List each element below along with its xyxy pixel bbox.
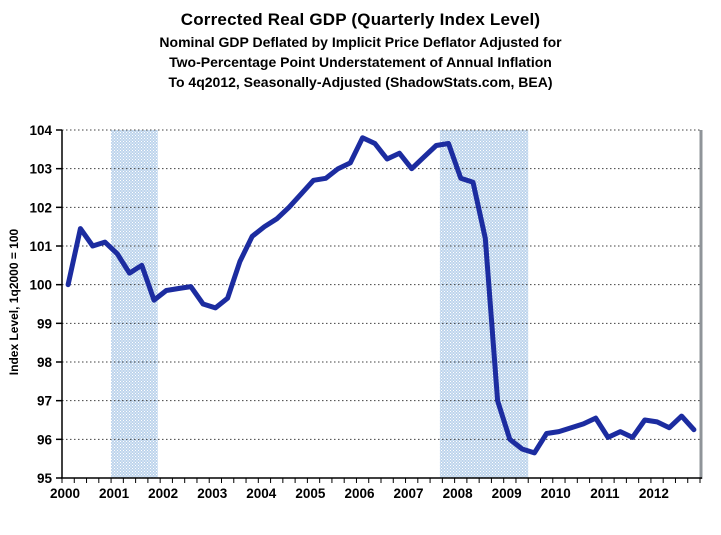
- recession-band: [111, 130, 158, 478]
- x-tick-label: 2001: [99, 486, 130, 501]
- x-tick-label: 2012: [639, 486, 669, 501]
- y-tick-label: 98: [37, 355, 53, 370]
- y-axis-title: Index Level, 1q2000 = 100: [7, 228, 21, 376]
- x-tick-label: 2011: [590, 486, 620, 501]
- y-tick-label: 97: [37, 394, 52, 409]
- chart-subtitle-line1: Nominal GDP Deflated by Implicit Price D…: [159, 34, 562, 50]
- x-tick-label: 2000: [50, 486, 80, 501]
- x-tick-label: 2010: [541, 486, 571, 501]
- y-tick-label: 104: [29, 123, 52, 138]
- x-tick-label: 2003: [197, 486, 228, 501]
- y-tick-label: 95: [37, 471, 53, 486]
- x-tick-label: 2004: [246, 486, 277, 501]
- chart-subtitle-line3: To 4q2012, Seasonally-Adjusted (ShadowSt…: [168, 74, 553, 90]
- y-tick-label: 96: [37, 432, 53, 447]
- y-tick-label: 100: [29, 278, 52, 293]
- chart-subtitle-line2: Two-Percentage Point Understatement of A…: [169, 54, 552, 70]
- x-tick-label: 2009: [492, 486, 522, 501]
- recession-band: [439, 130, 529, 478]
- gdp-data-line: [65, 135, 697, 456]
- y-tick-label: 103: [29, 162, 52, 177]
- x-tick-label: 2007: [394, 486, 424, 501]
- x-tick-label: 2002: [148, 486, 178, 501]
- y-tick-label: 101: [29, 239, 52, 254]
- chart-title-block: Corrected Real GDP (Quarterly Index Leve…: [0, 8, 721, 92]
- y-tick-label: 99: [37, 316, 52, 331]
- x-tick-label: 2005: [295, 486, 326, 501]
- chart-title: Corrected Real GDP (Quarterly Index Leve…: [180, 10, 541, 29]
- x-tick-label: 2006: [344, 486, 375, 501]
- y-tick-label: 102: [29, 200, 52, 215]
- x-tick-label: 2008: [443, 486, 474, 501]
